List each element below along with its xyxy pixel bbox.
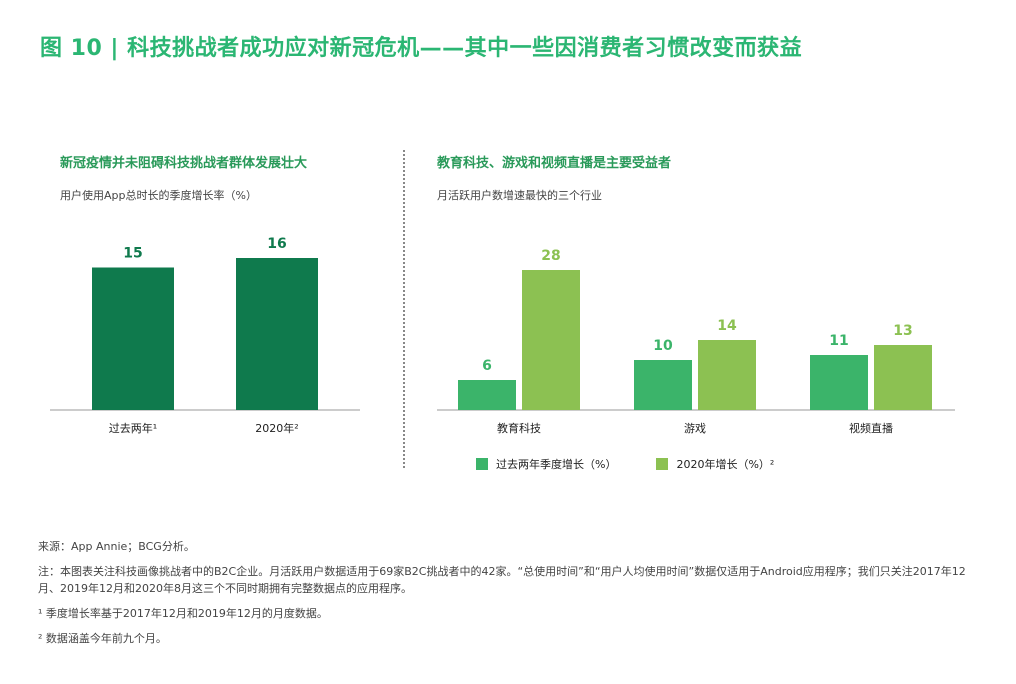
general-note: 注：本图表关注科技画像挑战者中的B2C企业。月活跃用户数据适用于69家B2C挑战… — [38, 565, 966, 595]
right-bar-chart: 6 28 教育科技 10 14 游戏 11 13 视频直播 — [437, 248, 955, 435]
data-label-right-1-1: 14 — [717, 318, 737, 334]
footnote-2: ² 数据涵盖今年前九个月。 — [38, 632, 167, 645]
left-bar-chart: 15 过去两年¹ 16 2020年² — [50, 236, 360, 435]
tick-label-right-1: 游戏 — [684, 422, 706, 435]
data-label-right-0-1: 28 — [541, 248, 560, 264]
data-label-right-2-1: 13 — [893, 323, 912, 339]
source-note: 来源：App Annie；BCG分析。 — [38, 540, 195, 553]
legend-swatch-2020 — [656, 458, 669, 470]
bar-right-0-1 — [522, 270, 580, 410]
bar-left-0 — [92, 267, 174, 410]
legend-item-past: 过去两年季度增长（%） — [476, 456, 616, 472]
bar-right-0-0 — [458, 380, 516, 410]
legend-swatch-past — [476, 458, 488, 470]
tick-label-right-2: 视频直播 — [849, 421, 893, 435]
legend-label-past: 过去两年季度增长（%） — [496, 458, 617, 471]
right-panel-title: 教育科技、游戏和视频直播是主要受益者 — [437, 156, 672, 171]
tick-label-right-0: 教育科技 — [497, 421, 541, 435]
legend: 过去两年季度增长（%） 2020年增长（%）² — [476, 456, 774, 472]
left-panel-title: 新冠疫情并未阻碍科技挑战者群体发展壮大 — [60, 156, 308, 171]
tick-label-left-0: 过去两年¹ — [109, 421, 157, 435]
left-panel-subtitle: 用户使用App总时长的季度增长率（%） — [60, 189, 257, 202]
data-label-right-1-0: 10 — [653, 338, 673, 354]
bar-right-2-1 — [874, 345, 932, 410]
footnote-1: ¹ 季度增长率基于2017年12月和2019年12月的月度数据。 — [38, 607, 328, 620]
right-panel-subtitle: 月活跃用户数增速最快的三个行业 — [437, 189, 602, 202]
bar-right-1-1 — [698, 340, 756, 410]
figure-title: 图 10 | 科技挑战者成功应对新冠危机——其中一些因消费者习惯改变而获益 — [40, 36, 803, 61]
data-label-right-0-0: 6 — [482, 358, 492, 374]
data-label-left-1: 16 — [267, 236, 286, 252]
data-label-right-2-0: 11 — [829, 333, 848, 349]
tick-label-left-1: 2020年² — [255, 421, 298, 435]
bar-right-2-0 — [810, 355, 868, 410]
legend-label-2020: 2020年增长（%）² — [676, 458, 775, 471]
panel-divider — [403, 150, 405, 468]
bar-left-1 — [236, 258, 318, 410]
legend-item-2020: 2020年增长（%）² — [656, 456, 774, 472]
notes: 来源：App Annie；BCG分析。 注：本图表关注科技画像挑战者中的B2C企… — [38, 538, 978, 655]
data-label-left-0: 15 — [123, 246, 142, 262]
bar-right-1-0 — [634, 360, 692, 410]
